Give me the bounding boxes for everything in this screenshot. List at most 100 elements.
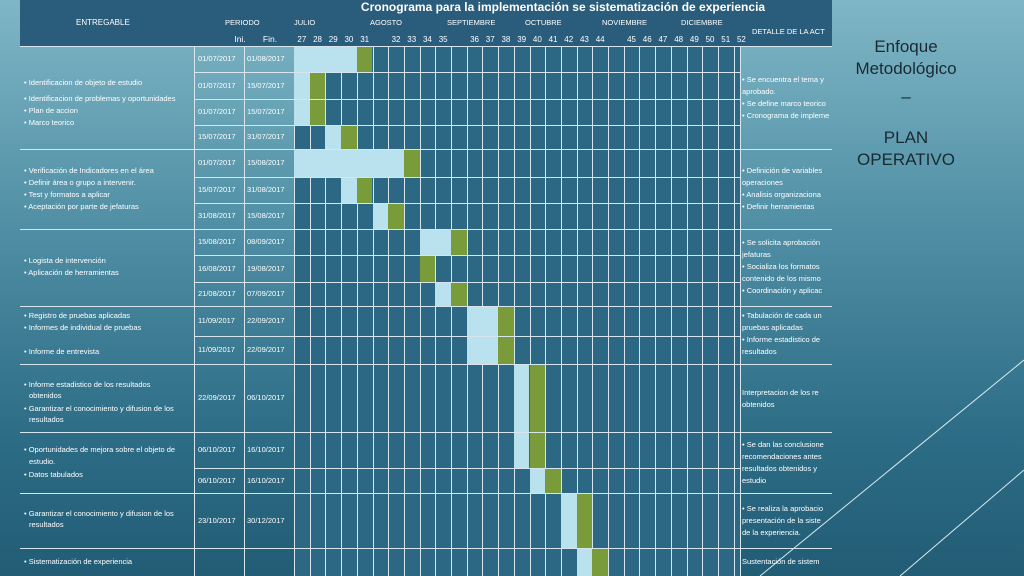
grid-column-line xyxy=(623,46,625,576)
start-date: 06/10/2017 xyxy=(198,445,236,454)
detail-text: recomendaciones antes xyxy=(742,452,822,461)
grid-column-line xyxy=(309,46,311,576)
start-date: 11/09/2017 xyxy=(198,345,235,354)
end-date: 01/08/2017 xyxy=(247,54,285,63)
grid-column-line xyxy=(655,46,657,576)
gantt-bar-milestone xyxy=(576,493,593,548)
gantt-bar-milestone xyxy=(403,149,420,177)
section-separator xyxy=(20,364,832,365)
week-label: 42 xyxy=(564,35,574,44)
task-text: • Plan de accion xyxy=(24,106,78,115)
start-date: 23/10/2017 xyxy=(198,515,236,525)
grid-row-line xyxy=(294,72,740,73)
end-date: 15/08/2017 xyxy=(247,158,285,167)
gantt-bar-planned xyxy=(294,149,404,177)
side-title-line: OPERATIVO xyxy=(857,150,955,169)
task-text: • Oportunidades de mejora sobre el objet… xyxy=(24,445,176,454)
detail-text: • Definir herramientas xyxy=(742,202,815,211)
grid-column-line xyxy=(717,46,719,576)
grid-row-line xyxy=(294,99,740,100)
week-label: 51 xyxy=(721,35,731,44)
detail-text: estudio xyxy=(742,476,767,485)
grid-row-line xyxy=(294,177,740,178)
header-entregable: ENTREGABLE xyxy=(76,18,130,27)
grid-column-line xyxy=(686,46,688,576)
gantt-bar-planned xyxy=(560,493,577,548)
week-label: 34 xyxy=(422,35,432,44)
week-label: 30 xyxy=(344,35,354,44)
grid-column-line xyxy=(545,46,547,576)
gantt-bar-planned xyxy=(529,468,546,493)
end-date: 19/08/2017 xyxy=(247,263,285,273)
end-date: 31/07/2017 xyxy=(247,132,285,141)
month-julio: JULIO xyxy=(294,18,316,27)
week-label: 35 xyxy=(438,35,448,44)
task-text: • Garantizar el conocimiento y difusion … xyxy=(24,404,174,413)
grid-column-line xyxy=(403,46,405,576)
gantt-bar-milestone xyxy=(451,229,467,255)
header-detalle: DETALLE DE LA ACT xyxy=(752,27,825,36)
end-date: 15/08/2017 xyxy=(247,211,285,220)
grid-row-line xyxy=(294,468,740,469)
gantt-bar-planned xyxy=(419,229,451,255)
date-row-line xyxy=(194,282,294,283)
gantt-bar-milestone xyxy=(592,548,608,576)
gantt-bar-planned xyxy=(466,306,499,336)
task-text: • Identificacion de problemas y oportuni… xyxy=(24,94,176,103)
start-date: 01/07/2017 xyxy=(198,158,236,167)
header-fin: Fin. xyxy=(262,34,278,44)
grid-row-line xyxy=(294,255,740,256)
gantt-bar-milestone xyxy=(419,255,436,282)
task-text: • Marco teorico xyxy=(24,118,75,127)
gantt-bar-milestone xyxy=(451,282,467,306)
grid-column-line xyxy=(435,46,437,576)
task-text: • Logista de intervención xyxy=(24,256,106,265)
gantt-bar-milestone xyxy=(309,99,326,125)
month-agosto: AGOSTO xyxy=(370,18,402,27)
column-separator xyxy=(294,46,295,576)
column-separator xyxy=(194,46,195,576)
task-text: • Sistematización de experiencia xyxy=(24,557,133,566)
detail-text: • Cronograma de impleme xyxy=(742,111,830,120)
week-label: 45 xyxy=(627,35,636,44)
side-title-line: – xyxy=(901,87,911,106)
gantt-bar-planned xyxy=(513,364,530,432)
detail-text: • Informe estadistico de xyxy=(742,335,821,344)
detail-text: operaciones xyxy=(742,178,783,187)
grid-column-line xyxy=(451,46,452,576)
week-label: 52 xyxy=(736,35,746,44)
start-date: 11/09/2017 xyxy=(198,316,235,325)
start-date: 15/07/2017 xyxy=(198,132,236,141)
gantt-spreadsheet: Cronograma para la implementación se sis… xyxy=(20,0,832,576)
week-label: 31 xyxy=(360,35,370,44)
side-title-line: PLAN xyxy=(883,128,929,147)
end-date: 15/07/2017 xyxy=(247,107,285,116)
date-row-line xyxy=(194,255,294,256)
detail-text: aprobado. xyxy=(742,87,776,96)
task-text: • Aplicación de herramientas xyxy=(24,268,119,277)
section-separator xyxy=(20,149,832,150)
detail-text: Interpretacion de los re xyxy=(742,388,819,397)
week-label: 38 xyxy=(501,35,511,44)
week-label: 32 xyxy=(391,35,401,44)
gantt-bar-planned xyxy=(372,203,389,229)
detail-text: • Coordinación y aplicac xyxy=(742,286,823,295)
gantt-bar-milestone xyxy=(309,72,326,99)
detail-text: resultados obtenidos y xyxy=(742,464,818,473)
section-separator xyxy=(20,229,832,230)
date-row-line xyxy=(194,99,294,100)
week-label: 33 xyxy=(407,35,417,44)
grid-column-line xyxy=(356,46,358,576)
grid-column-line xyxy=(576,46,578,576)
gantt-bar-milestone xyxy=(356,177,373,203)
gantt-bar-planned xyxy=(341,177,357,203)
week-label: 36 xyxy=(470,35,479,44)
date-row-line xyxy=(194,125,294,126)
grid-row-line xyxy=(294,203,740,204)
gantt-grid xyxy=(294,46,740,576)
grid-column-line xyxy=(702,46,704,576)
grid-column-line xyxy=(733,46,735,576)
start-date: 15/07/2017 xyxy=(198,185,236,194)
grid-column-line xyxy=(670,46,672,576)
detail-text: • Analisis organizaciona xyxy=(742,190,821,199)
